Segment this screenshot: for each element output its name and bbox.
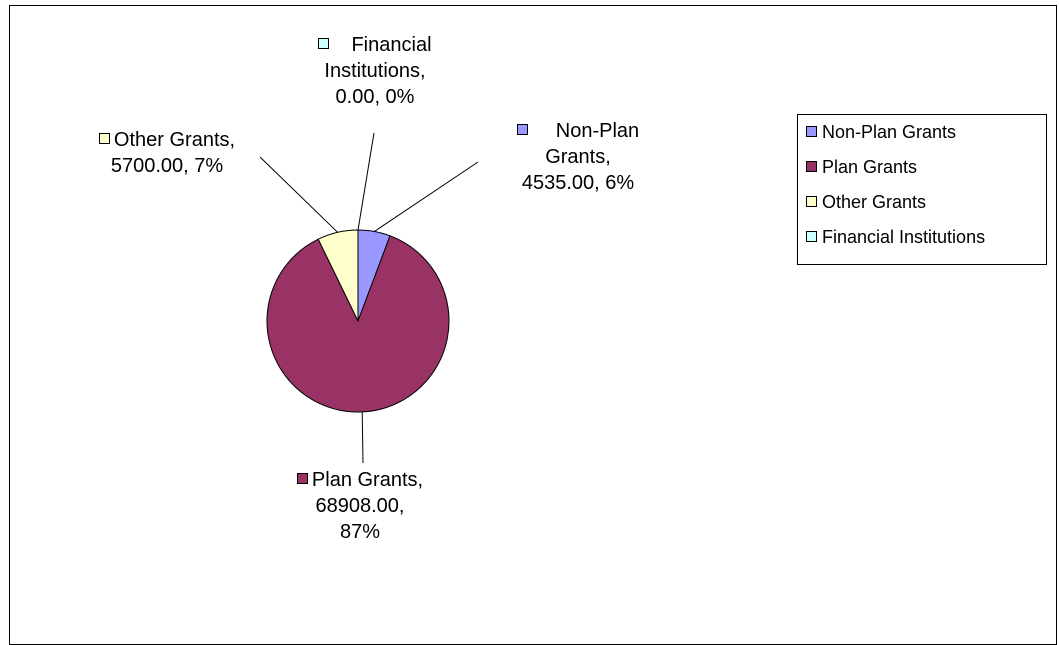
- legend-label: Plan Grants: [822, 157, 918, 177]
- data-label-other-grants: Other Grants, 5700.00, 7%: [72, 127, 262, 179]
- data-label-text: 87%: [339, 521, 381, 543]
- legend-label: Non-Plan Grants: [822, 122, 957, 142]
- pie-chart: [259, 132, 479, 464]
- data-label-non-plan-grants: Non-Plan Grants, 4535.00, 6%: [483, 118, 673, 196]
- legend-item-plan-grants: Plan Grants: [798, 154, 1046, 189]
- slice-other-grants: [317, 229, 359, 322]
- data-label-text: 0.00, 0%: [335, 86, 415, 108]
- data-label-text: Other Grants,: [113, 129, 236, 151]
- leader-line: [361, 411, 364, 464]
- legend: Non-Plan Grants Plan Grants Other Grants…: [797, 114, 1047, 265]
- pie-slices: [266, 229, 450, 413]
- leader-line: [357, 132, 375, 231]
- swatch-financial-institutions: [318, 38, 330, 50]
- legend-label: Financial Institutions: [822, 227, 986, 247]
- chart-area: [9, 5, 1057, 645]
- leader-line: [259, 156, 338, 233]
- data-label-text: 5700.00, 7%: [110, 155, 224, 177]
- swatch-other-grants: [98, 133, 110, 145]
- legend-swatch: [806, 195, 817, 207]
- slice-plan-grants: [266, 235, 450, 413]
- data-label-text: Institutions,: [324, 60, 426, 82]
- data-label-text: Plan Grants,: [311, 469, 424, 491]
- legend-item-non-plan-grants: Non-Plan Grants: [798, 119, 1046, 154]
- data-label-text: Grants,: [545, 146, 611, 168]
- data-label-text: Non-Plan: [555, 120, 640, 142]
- data-label-text: Financial: [351, 34, 432, 56]
- legend-item-other-grants: Other Grants: [798, 189, 1046, 224]
- leader-line: [374, 161, 479, 232]
- legend-swatch: [806, 125, 817, 137]
- data-label-text: 68908.00,: [315, 495, 405, 517]
- leader-lines: [259, 132, 479, 464]
- swatch-non-plan-grants: [516, 124, 528, 136]
- data-label-plan-grants: Plan Grants, 68908.00, 87%: [280, 467, 440, 545]
- legend-label: Other Grants: [822, 192, 927, 212]
- legend-swatch: [806, 230, 817, 242]
- swatch-plan-grants: [296, 473, 308, 485]
- legend-item-financial-institutions: Financial Institutions: [798, 224, 1046, 259]
- data-label-financial-institutions: Financial Institutions, 0.00, 0%: [290, 32, 460, 110]
- data-label-text: 4535.00, 6%: [521, 172, 635, 194]
- legend-swatch: [806, 160, 817, 172]
